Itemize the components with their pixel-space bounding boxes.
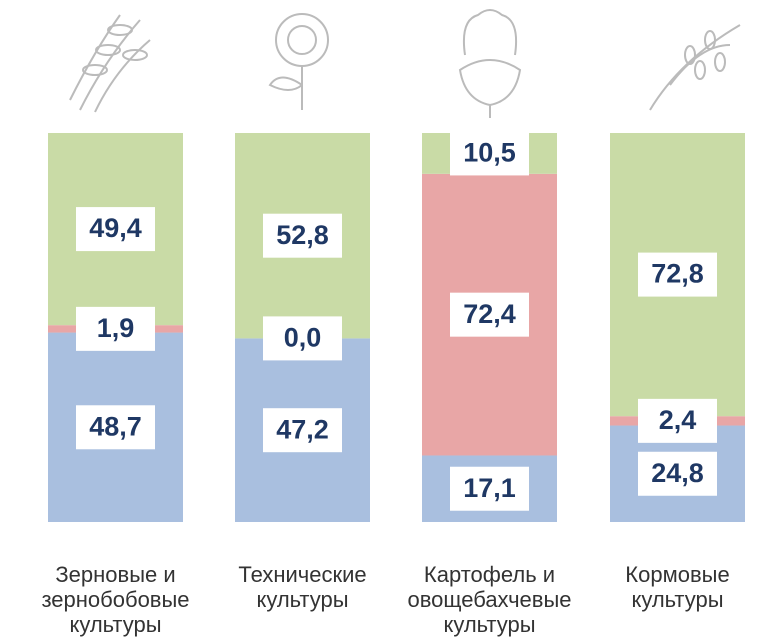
category-label: Технические культуры bbox=[208, 562, 398, 612]
icon-oats bbox=[650, 25, 740, 110]
category-label: Кормовые культуры bbox=[583, 562, 769, 612]
chart: 48,7 1,9 49,4 47,2 0,0 52,8 17,1 72,4 10,5 24,8 2,… bbox=[0, 0, 769, 642]
icon-sunflower bbox=[270, 14, 328, 110]
value-label: 49,4 bbox=[89, 213, 142, 243]
category-label: Зерновые и зернобобовые культуры bbox=[21, 562, 211, 637]
value-label: 0,0 bbox=[284, 323, 322, 353]
value-label: 72,4 bbox=[463, 299, 516, 329]
value-label: 17,1 bbox=[463, 473, 516, 503]
value-label: 48,7 bbox=[89, 411, 142, 441]
icon-wheat bbox=[70, 15, 150, 112]
value-label: 47,2 bbox=[276, 414, 329, 444]
value-label: 24,8 bbox=[651, 458, 704, 488]
value-label: 10,5 bbox=[463, 138, 516, 168]
value-label: 2,4 bbox=[659, 405, 697, 435]
value-label: 1,9 bbox=[97, 313, 135, 343]
icon-beet bbox=[460, 10, 520, 118]
category-label: Картофель и овощебахчевые культуры bbox=[395, 562, 585, 637]
plot: 48,7 1,9 49,4 47,2 0,0 52,8 17,1 72,4 10,5 24,8 2,… bbox=[0, 0, 769, 642]
value-label: 72,8 bbox=[651, 259, 704, 289]
value-label: 52,8 bbox=[276, 220, 329, 250]
